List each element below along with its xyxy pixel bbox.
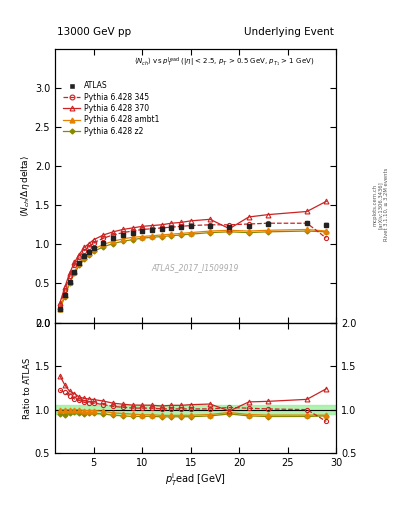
Text: ATLAS_2017_I1509919: ATLAS_2017_I1509919	[152, 263, 239, 272]
Text: Rivet 3.1.10, ≥ 3.2M events: Rivet 3.1.10, ≥ 3.2M events	[384, 168, 388, 242]
X-axis label: $p_T^{\rm l}$ead [GeV]: $p_T^{\rm l}$ead [GeV]	[165, 471, 226, 487]
Text: $\langle N_{ch}\rangle$ vs $p_T^{\rm lead}$ ($|\eta|$ < 2.5, $p_T$ > 0.5 GeV, $p: $\langle N_{ch}\rangle$ vs $p_T^{\rm lea…	[134, 55, 314, 69]
Text: Underlying Event: Underlying Event	[244, 27, 334, 37]
Legend: ATLAS, Pythia 6.428 345, Pythia 6.428 370, Pythia 6.428 ambt1, Pythia 6.428 z2: ATLAS, Pythia 6.428 345, Pythia 6.428 37…	[62, 80, 161, 137]
Bar	[55, 406, 336, 414]
Text: [arXiv:1306.3436]: [arXiv:1306.3436]	[378, 181, 383, 229]
Text: 13000 GeV pp: 13000 GeV pp	[57, 27, 131, 37]
Text: mcplots.cern.ch: mcplots.cern.ch	[373, 184, 377, 226]
Y-axis label: $\langle N_{ch}/ \Delta\eta\,\mathrm{delta}\rangle$: $\langle N_{ch}/ \Delta\eta\,\mathrm{del…	[19, 155, 32, 217]
Y-axis label: Ratio to ATLAS: Ratio to ATLAS	[23, 357, 32, 418]
